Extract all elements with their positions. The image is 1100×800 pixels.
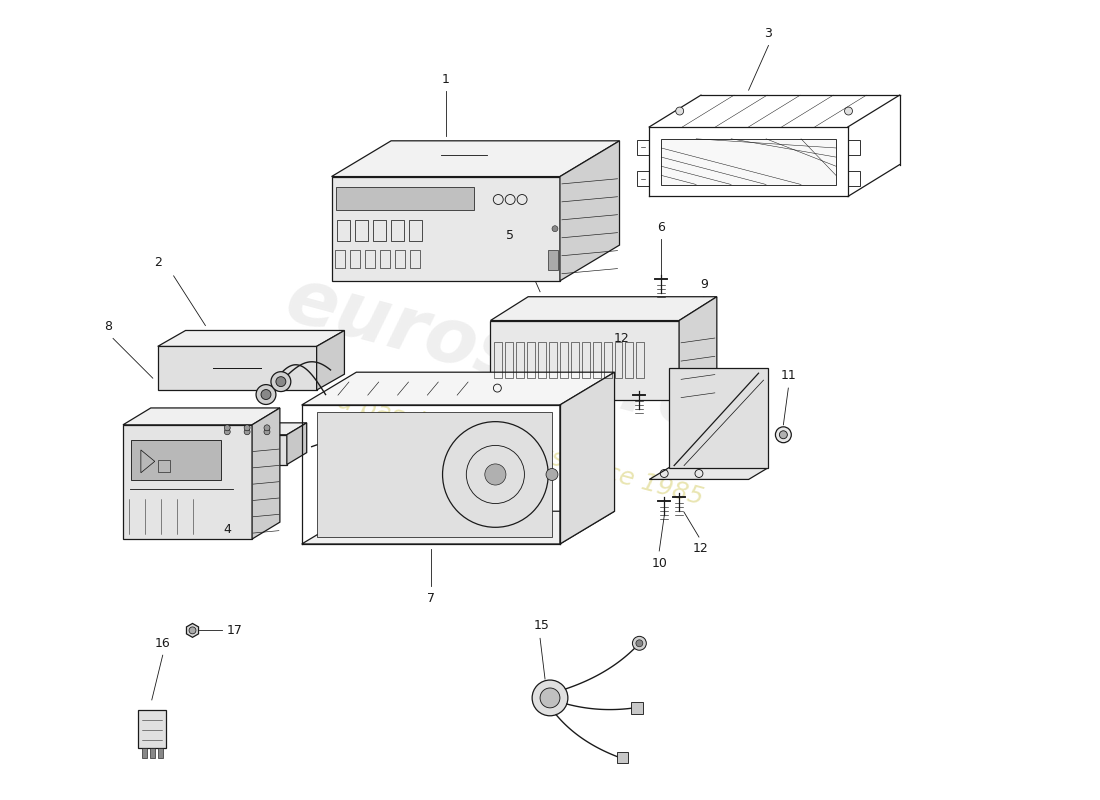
Bar — [637, 342, 645, 378]
Polygon shape — [669, 368, 769, 467]
Bar — [548, 250, 558, 270]
Bar — [150, 747, 155, 758]
Bar — [346, 439, 364, 450]
Bar — [157, 460, 169, 472]
Polygon shape — [212, 423, 307, 434]
Text: 12: 12 — [614, 332, 629, 345]
Bar — [337, 187, 473, 210]
Circle shape — [552, 226, 558, 232]
Bar — [549, 342, 557, 378]
Bar — [582, 342, 590, 378]
Circle shape — [845, 107, 853, 115]
Text: 2: 2 — [154, 257, 162, 270]
Bar — [410, 250, 420, 268]
Text: 12: 12 — [693, 542, 708, 555]
Text: 15: 15 — [535, 619, 550, 632]
Bar — [626, 342, 634, 378]
Bar — [157, 747, 163, 758]
Bar — [317, 413, 552, 537]
Circle shape — [224, 425, 230, 430]
Polygon shape — [287, 423, 307, 465]
Circle shape — [540, 688, 560, 708]
Polygon shape — [491, 297, 717, 321]
Polygon shape — [123, 408, 279, 425]
Polygon shape — [331, 177, 560, 281]
Circle shape — [244, 429, 250, 434]
Circle shape — [276, 377, 286, 386]
Circle shape — [546, 469, 558, 481]
Polygon shape — [301, 372, 615, 405]
Circle shape — [256, 385, 276, 405]
Polygon shape — [560, 141, 619, 281]
Bar — [409, 220, 422, 242]
Text: 10: 10 — [651, 558, 668, 570]
Polygon shape — [187, 623, 198, 638]
Bar — [505, 342, 514, 378]
Circle shape — [776, 427, 791, 442]
Bar — [631, 702, 644, 714]
Bar — [604, 342, 612, 378]
Text: 1: 1 — [442, 73, 450, 86]
Bar — [365, 250, 375, 268]
Bar — [395, 250, 405, 268]
Circle shape — [485, 464, 506, 485]
Bar — [494, 342, 503, 378]
Polygon shape — [491, 321, 679, 400]
Bar — [661, 139, 836, 185]
Text: 5: 5 — [506, 229, 515, 242]
Text: 11: 11 — [781, 369, 796, 382]
Bar — [131, 440, 221, 480]
Polygon shape — [157, 346, 317, 390]
Bar — [142, 747, 146, 758]
Bar — [616, 751, 628, 763]
Circle shape — [244, 425, 250, 430]
Circle shape — [264, 425, 270, 430]
Bar — [338, 220, 351, 242]
Bar — [351, 250, 361, 268]
Circle shape — [675, 107, 684, 115]
Bar — [516, 342, 525, 378]
Text: 7: 7 — [427, 592, 434, 605]
Text: 9: 9 — [700, 278, 708, 291]
Circle shape — [632, 636, 647, 650]
Polygon shape — [123, 425, 252, 539]
Bar — [615, 342, 623, 378]
Circle shape — [780, 430, 788, 438]
Bar — [355, 220, 368, 242]
Circle shape — [189, 627, 196, 634]
Bar — [571, 342, 579, 378]
Bar — [392, 220, 404, 242]
Bar — [593, 342, 601, 378]
Bar — [381, 250, 390, 268]
Circle shape — [532, 680, 568, 716]
Polygon shape — [157, 330, 344, 346]
Bar — [538, 342, 546, 378]
Text: eurospares: eurospares — [277, 262, 763, 458]
Polygon shape — [649, 467, 769, 479]
Polygon shape — [317, 330, 344, 390]
Polygon shape — [560, 372, 615, 544]
Circle shape — [264, 429, 270, 434]
Text: 4: 4 — [223, 522, 231, 535]
Polygon shape — [301, 511, 615, 544]
Text: 17: 17 — [227, 624, 242, 637]
Text: 6: 6 — [657, 221, 664, 234]
Circle shape — [261, 390, 271, 399]
Text: 8: 8 — [104, 320, 112, 333]
Bar — [336, 250, 345, 268]
Text: 3: 3 — [764, 27, 772, 40]
Text: 16: 16 — [155, 637, 170, 650]
Bar — [138, 710, 166, 747]
Circle shape — [224, 429, 230, 434]
Bar — [560, 342, 568, 378]
Polygon shape — [212, 434, 287, 465]
Text: a passion for parts since 1985: a passion for parts since 1985 — [334, 389, 706, 510]
Polygon shape — [252, 408, 279, 539]
Polygon shape — [679, 297, 717, 400]
Circle shape — [271, 372, 290, 391]
Polygon shape — [331, 141, 619, 177]
Bar — [527, 342, 535, 378]
Circle shape — [636, 640, 642, 646]
Bar — [373, 220, 386, 242]
